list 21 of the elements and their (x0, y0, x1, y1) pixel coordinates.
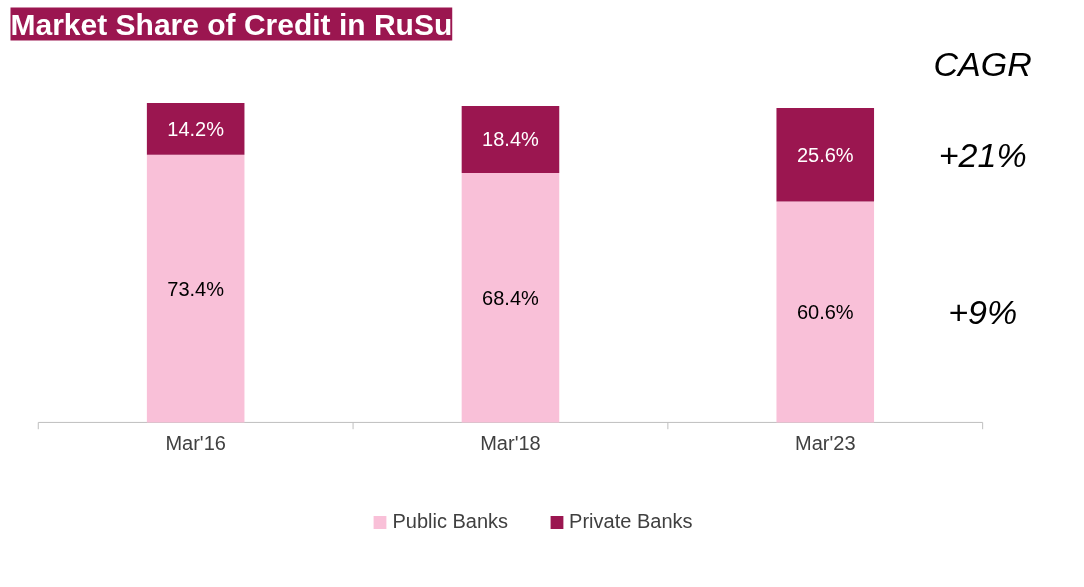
chart-title: Market Share of Credit in RuSu (10, 7, 453, 41)
x-tick-label: Mar'16 (165, 431, 226, 454)
data-label: 25.6% (796, 143, 854, 166)
data-label: 18.4% (482, 128, 540, 151)
bar (776, 108, 875, 202)
x-tick-label: Mar'18 (480, 431, 541, 454)
bar (146, 103, 245, 155)
data-label: 68.4% (482, 286, 540, 309)
bar (461, 105, 560, 174)
x-tick-label: Mar'23 (795, 431, 856, 454)
annotation: +21% (938, 135, 1027, 174)
annotation: +9% (948, 292, 1018, 331)
text: CAGR (933, 45, 1032, 84)
legend-label: Public Banks (392, 510, 509, 533)
bar (146, 154, 245, 423)
data-label: 14.2% (167, 117, 225, 140)
data-label: 60.6% (796, 300, 854, 323)
legend-label: Private Banks (569, 510, 693, 533)
bar (461, 173, 560, 423)
data-label: 73.4% (167, 277, 225, 300)
bar (776, 201, 875, 423)
